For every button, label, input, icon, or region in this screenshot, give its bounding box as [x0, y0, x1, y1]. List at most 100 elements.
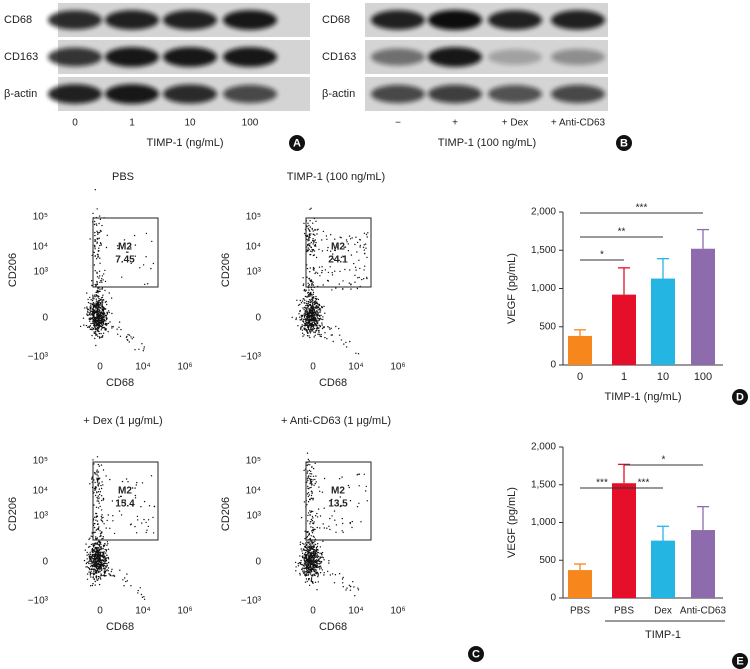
event-dot: [304, 295, 307, 298]
event-dot: [104, 574, 106, 577]
event-dot: [103, 316, 105, 319]
event-dot: [307, 542, 309, 544]
event-dot: [89, 312, 91, 315]
event-dot: [312, 291, 315, 294]
event-dot: [309, 482, 311, 485]
event-dot: [316, 315, 318, 317]
event-dot: [102, 332, 105, 334]
event-dot: [92, 212, 94, 215]
event-dot: [312, 293, 314, 295]
event-dot: [89, 483, 91, 485]
event-dot: [87, 301, 90, 304]
event-dot: [97, 507, 100, 509]
event-dot: [125, 478, 128, 480]
event-dot: [92, 313, 95, 316]
event-dot: [93, 244, 96, 247]
event-dot: [367, 232, 369, 234]
event-dot: [100, 495, 103, 497]
event-dot: [102, 574, 104, 577]
event-dot: [335, 325, 337, 328]
event-dot: [312, 517, 314, 519]
event-dot: [100, 321, 102, 324]
event-dot: [309, 573, 312, 575]
event-dot: [334, 270, 336, 272]
event-dot: [99, 505, 101, 508]
x-tick-label: PBS: [570, 606, 590, 617]
event-dot: [309, 464, 311, 466]
event-dot: [321, 491, 324, 493]
event-dot: [111, 500, 114, 502]
event-dot: [102, 567, 105, 569]
blot-band: [223, 10, 277, 30]
event-dot: [307, 323, 309, 325]
gate-label: M2: [331, 486, 345, 497]
event-dot: [306, 235, 308, 238]
event-dot: [309, 549, 311, 551]
event-dot: [98, 316, 101, 318]
event-dot: [100, 323, 103, 325]
event-dot: [315, 311, 317, 314]
y-axis-label: CD206: [220, 253, 232, 287]
x-tick-label: 0: [310, 362, 316, 373]
event-dot: [317, 559, 319, 562]
event-dot: [309, 316, 311, 319]
event-dot: [329, 266, 331, 268]
event-dot: [310, 561, 313, 563]
y-tick-label: 0: [550, 593, 556, 604]
event-dot: [301, 552, 304, 554]
event-dot: [93, 302, 95, 305]
event-dot: [308, 239, 310, 241]
event-dot: [101, 281, 103, 283]
event-dot: [354, 595, 356, 597]
event-dot: [86, 554, 88, 556]
event-dot: [350, 288, 352, 290]
event-dot: [126, 573, 128, 575]
event-dot: [317, 309, 319, 311]
event-dot: [94, 472, 96, 474]
y-tick-label: 10⁴: [246, 486, 261, 497]
event-dot: [359, 244, 361, 247]
event-dot: [308, 560, 310, 562]
event-dot: [307, 550, 310, 552]
event-dot: [106, 544, 108, 546]
event-dot: [314, 515, 317, 517]
event-dot: [305, 311, 307, 313]
event-dot: [304, 306, 306, 309]
event-dot: [101, 305, 104, 308]
event-dot: [90, 328, 92, 330]
event-dot: [345, 239, 348, 241]
event-dot: [101, 517, 103, 519]
significance-label: *: [662, 455, 666, 466]
event-dot: [312, 574, 314, 576]
event-dot: [301, 300, 304, 302]
event-dot: [93, 223, 96, 226]
event-dot: [335, 524, 338, 526]
event-dot: [321, 554, 323, 556]
event-dot: [308, 460, 310, 462]
event-dot: [130, 262, 132, 265]
event-dot: [143, 518, 145, 521]
event-dot: [307, 495, 310, 498]
panel-letter: B: [620, 137, 628, 149]
event-dot: [94, 294, 96, 296]
event-dot: [100, 316, 103, 318]
event-dot: [91, 327, 93, 329]
event-dot: [97, 478, 99, 480]
event-dot: [94, 486, 97, 488]
event-dot: [96, 569, 99, 571]
event-dot: [348, 584, 350, 586]
event-dot: [96, 237, 99, 240]
event-dot: [366, 276, 368, 278]
event-dot: [105, 320, 107, 322]
event-dot: [355, 352, 357, 354]
event-dot: [309, 329, 311, 331]
significance-label: **: [618, 227, 626, 238]
lane-label: + Anti-CD63: [551, 118, 606, 129]
event-dot: [312, 475, 315, 477]
event-dot: [98, 465, 101, 467]
event-dot: [364, 265, 366, 267]
event-dot: [95, 258, 98, 260]
gate: [305, 461, 372, 541]
event-dot: [303, 557, 305, 560]
